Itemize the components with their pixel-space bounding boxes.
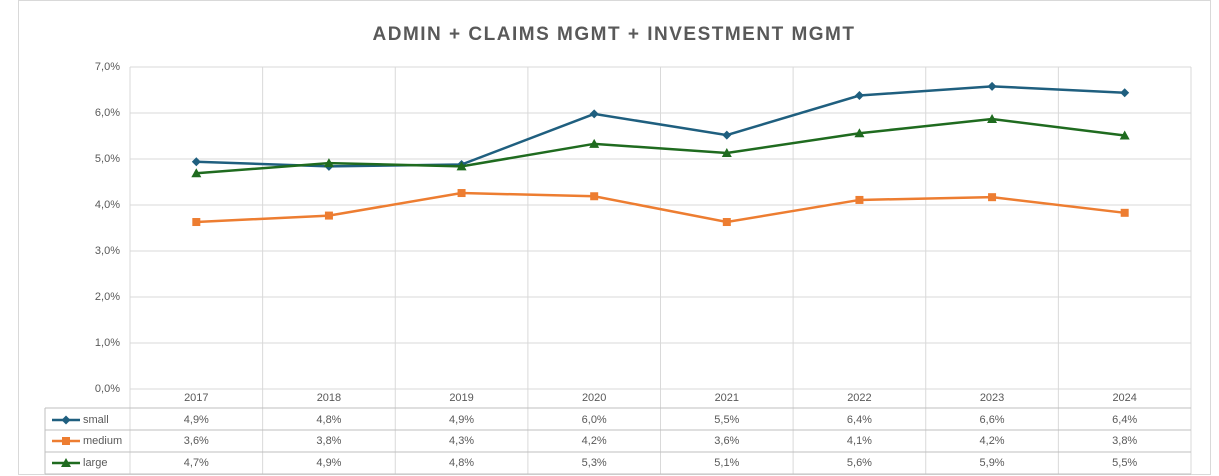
- table-value: 4,3%: [449, 435, 474, 447]
- series-line: [196, 191, 1125, 224]
- x-tick-label: 2021: [715, 392, 739, 404]
- x-tick-label: 2022: [847, 392, 871, 404]
- table-value: 3,8%: [316, 435, 341, 447]
- marker: [854, 91, 864, 101]
- legend-label: small: [83, 414, 109, 426]
- x-tick-label: 2020: [582, 392, 606, 404]
- table-value: 5,9%: [980, 457, 1005, 469]
- table-value: 4,1%: [847, 435, 872, 447]
- y-tick-label: 0,0%: [95, 383, 120, 395]
- x-tick-label: 2024: [1112, 392, 1136, 404]
- y-tick-label: 6,0%: [95, 107, 120, 119]
- table-value: 3,8%: [1112, 435, 1137, 447]
- x-tick-label: 2019: [449, 392, 473, 404]
- legend-label: large: [83, 457, 107, 469]
- series-line: [196, 117, 1125, 175]
- table-value: 3,6%: [184, 435, 209, 447]
- x-tick-label: 2018: [317, 392, 341, 404]
- legend-marker: [61, 415, 71, 425]
- marker: [988, 193, 997, 202]
- table-value: 3,6%: [714, 435, 739, 447]
- table-value: 4,9%: [316, 457, 341, 469]
- marker: [456, 161, 467, 171]
- marker: [589, 109, 599, 119]
- marker: [1120, 88, 1130, 98]
- x-tick-label: 2023: [980, 392, 1004, 404]
- table-value: 4,8%: [449, 457, 474, 469]
- y-tick-label: 3,0%: [95, 245, 120, 257]
- y-tick-label: 7,0%: [95, 61, 120, 73]
- marker: [987, 81, 997, 91]
- table-value: 4,7%: [184, 457, 209, 469]
- legend-label: medium: [83, 435, 122, 447]
- y-tick-label: 4,0%: [95, 199, 120, 211]
- table-value: 4,2%: [980, 435, 1005, 447]
- marker: [721, 148, 732, 158]
- legend-marker: [61, 458, 71, 467]
- legend-marker: [62, 437, 70, 445]
- table-value: 4,8%: [316, 414, 341, 426]
- table-value: 5,3%: [582, 457, 607, 469]
- y-tick-label: 5,0%: [95, 153, 120, 165]
- table-value: 5,5%: [1112, 457, 1137, 469]
- table-value: 6,4%: [847, 414, 872, 426]
- chart-title: ADMIN + CLAIMS MGMT + INVESTMENT MGMT: [373, 24, 856, 45]
- marker: [191, 157, 201, 167]
- table-value: 4,9%: [184, 414, 209, 426]
- marker: [323, 158, 334, 168]
- marker: [855, 195, 864, 204]
- table-value: 5,5%: [714, 414, 739, 426]
- table-value: 5,6%: [847, 457, 872, 469]
- chart-border: [18, 0, 1211, 475]
- marker: [324, 211, 333, 220]
- marker: [590, 192, 599, 201]
- series-line: [196, 85, 1125, 168]
- table-value: 6,6%: [980, 414, 1005, 426]
- marker: [191, 168, 202, 178]
- marker: [1119, 130, 1130, 140]
- table-value: 6,4%: [1112, 414, 1137, 426]
- marker: [192, 218, 201, 227]
- marker: [722, 130, 732, 140]
- y-tick-label: 1,0%: [95, 337, 120, 349]
- marker: [722, 218, 731, 227]
- table-value: 4,2%: [582, 435, 607, 447]
- table-value: 4,9%: [449, 414, 474, 426]
- marker: [987, 113, 998, 123]
- table-value: 5,1%: [714, 457, 739, 469]
- table-value: 6,0%: [582, 414, 607, 426]
- marker: [1120, 208, 1129, 217]
- marker: [457, 189, 466, 198]
- marker: [589, 138, 600, 148]
- x-tick-label: 2017: [184, 392, 208, 404]
- marker: [854, 128, 865, 138]
- y-tick-label: 2,0%: [95, 291, 120, 303]
